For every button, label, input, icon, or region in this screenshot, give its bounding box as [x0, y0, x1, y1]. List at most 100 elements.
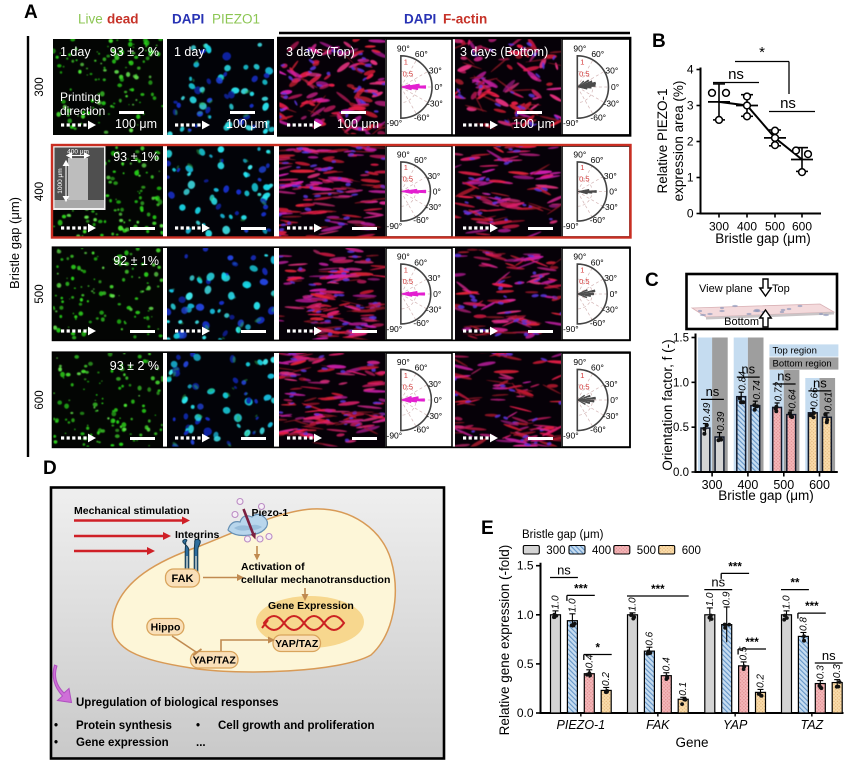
svg-text:Upregulation of biological res: Upregulation of biological responses	[76, 697, 279, 709]
svg-text:ns: ns	[780, 95, 796, 112]
svg-text:TAZ: TAZ	[801, 718, 824, 732]
svg-text:0.61: 0.61	[823, 392, 834, 411]
svg-text:0.5: 0.5	[739, 646, 750, 660]
svg-text:1: 1	[580, 58, 584, 67]
svg-text:0.5: 0.5	[579, 383, 589, 392]
svg-text:0.39: 0.39	[716, 411, 727, 431]
svg-text:-90°: -90°	[387, 221, 403, 231]
svg-text:Top region: Top region	[773, 346, 817, 357]
svg-text:Bristle gap (μm): Bristle gap (μm)	[7, 197, 22, 289]
svg-text:1.5: 1.5	[673, 333, 689, 345]
svg-text:0: 0	[687, 207, 694, 221]
svg-text:-30°: -30°	[427, 411, 443, 421]
svg-text:0.4: 0.4	[661, 657, 672, 671]
svg-text:***: ***	[745, 637, 759, 649]
svg-text:1: 1	[580, 163, 584, 172]
svg-text:FAK: FAK	[646, 718, 670, 732]
svg-text:400: 400	[34, 182, 46, 201]
svg-text:-90°: -90°	[387, 431, 403, 441]
svg-text:•: •	[54, 737, 58, 749]
svg-text:90°: 90°	[573, 43, 586, 53]
svg-text:1.0: 1.0	[551, 595, 562, 609]
svg-text:600: 600	[34, 390, 46, 409]
svg-text:3: 3	[687, 99, 694, 113]
svg-text:Relative PIEZO-1: Relative PIEZO-1	[655, 88, 670, 193]
svg-text:-60°: -60°	[413, 318, 429, 328]
svg-text:0°: 0°	[433, 289, 441, 299]
svg-text:ns: ns	[706, 384, 720, 399]
svg-text:-60°: -60°	[414, 425, 430, 435]
svg-text:direction: direction	[60, 104, 105, 118]
svg-text:92 ± 1%: 92 ± 1%	[113, 254, 159, 268]
svg-text:...: ...	[196, 737, 206, 749]
svg-text:30°: 30°	[429, 66, 442, 76]
svg-text:1: 1	[580, 371, 584, 380]
svg-text:Bottom: Bottom	[724, 316, 759, 328]
svg-text:60°: 60°	[414, 155, 427, 165]
svg-text:60°: 60°	[591, 49, 604, 59]
svg-text:ns: ns	[741, 362, 755, 377]
svg-text:View plane: View plane	[699, 283, 753, 295]
svg-text:E: E	[481, 518, 494, 539]
svg-text:30°: 30°	[604, 171, 617, 181]
svg-text:ns: ns	[728, 66, 744, 83]
svg-text:30°: 30°	[605, 379, 618, 389]
svg-text:0.1: 0.1	[678, 682, 689, 696]
svg-text:DAPI: DAPI	[404, 12, 436, 27]
svg-text:0.84: 0.84	[738, 371, 749, 391]
svg-text:1.5: 1.5	[517, 559, 534, 573]
svg-text:3 days (Top): 3 days (Top)	[286, 45, 355, 59]
svg-text:Bristle gap (μm): Bristle gap (μm)	[715, 231, 811, 246]
svg-text:1: 1	[687, 171, 694, 185]
svg-text:-30°: -30°	[602, 305, 618, 315]
svg-text:***: ***	[728, 561, 742, 573]
svg-text:YAP/TAZ: YAP/TAZ	[275, 638, 319, 650]
svg-text:-90°: -90°	[387, 118, 403, 128]
svg-text:***: ***	[651, 584, 665, 596]
svg-text:PIEZO-1: PIEZO-1	[557, 718, 606, 732]
svg-text:-90°: -90°	[563, 221, 579, 231]
svg-text:-60°: -60°	[590, 112, 606, 122]
svg-text:0.0: 0.0	[673, 467, 689, 479]
svg-text:0.5: 0.5	[403, 174, 413, 183]
svg-text:1: 1	[404, 265, 408, 274]
svg-text:93 ± 1%: 93 ± 1%	[113, 150, 159, 164]
svg-text:60°: 60°	[415, 49, 428, 59]
svg-text:30°: 30°	[605, 66, 618, 76]
svg-text:-30°: -30°	[426, 202, 442, 212]
svg-text:1.0: 1.0	[567, 598, 578, 612]
svg-text:2: 2	[687, 135, 694, 149]
svg-text:500: 500	[637, 545, 656, 557]
svg-text:F-actin: F-actin	[443, 12, 487, 27]
svg-text:1000 μm: 1000 μm	[57, 168, 64, 193]
svg-text:0.5: 0.5	[517, 657, 534, 671]
svg-text:0.3: 0.3	[832, 664, 843, 678]
svg-text:-90°: -90°	[563, 118, 579, 128]
svg-text:-60°: -60°	[413, 215, 429, 225]
svg-text:Relative gene expression (-fol: Relative gene expression (-fold)	[497, 545, 512, 736]
svg-text:0.5: 0.5	[673, 422, 689, 434]
svg-text:0.5: 0.5	[403, 383, 413, 392]
svg-text:1.0: 1.0	[628, 597, 639, 611]
svg-text:Orientation factor, f (-): Orientation factor, f (-)	[660, 339, 675, 470]
svg-text:90°: 90°	[573, 149, 586, 159]
svg-text:-60°: -60°	[414, 112, 430, 122]
svg-text:Printing: Printing	[60, 90, 101, 104]
svg-text:ns: ns	[777, 369, 791, 384]
svg-text:100 μm: 100 μm	[337, 117, 379, 131]
svg-text:0.0: 0.0	[517, 706, 534, 720]
svg-text:0.9: 0.9	[722, 591, 733, 605]
svg-text:-60°: -60°	[590, 215, 606, 225]
svg-text:Piezo-1: Piezo-1	[252, 507, 289, 519]
svg-text:0.5: 0.5	[403, 69, 413, 78]
svg-text:PIEZO1: PIEZO1	[212, 12, 260, 27]
svg-text:1: 1	[580, 265, 584, 274]
svg-text:-90°: -90°	[387, 324, 403, 334]
svg-text:0.66: 0.66	[809, 387, 820, 407]
svg-text:90°: 90°	[397, 43, 410, 53]
svg-text:0.6: 0.6	[644, 631, 655, 645]
svg-text:FAK: FAK	[172, 573, 194, 585]
svg-text:60°: 60°	[415, 363, 428, 373]
svg-text:300: 300	[34, 77, 46, 96]
svg-text:**: **	[790, 578, 799, 590]
